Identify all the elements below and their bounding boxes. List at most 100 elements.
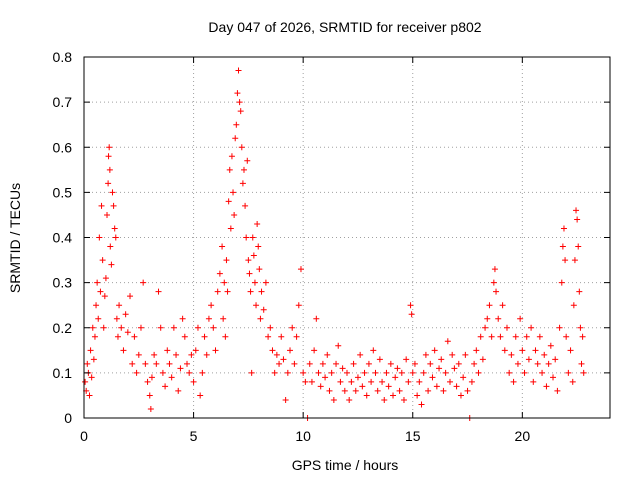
x-tick-label: 15 xyxy=(405,428,421,444)
data-point-marker xyxy=(471,360,478,367)
data-point-marker xyxy=(322,374,329,381)
data-point-marker xyxy=(222,333,229,340)
data-point-marker xyxy=(197,392,204,399)
data-point-marker xyxy=(278,333,285,340)
data-point-marker xyxy=(580,369,587,376)
data-point-marker xyxy=(326,387,333,394)
data-point-marker xyxy=(111,225,118,232)
data-point-marker xyxy=(455,360,462,367)
data-point-marker xyxy=(98,202,105,209)
data-point-marker xyxy=(212,347,219,354)
data-point-marker xyxy=(265,333,272,340)
data-point-marker xyxy=(124,329,131,336)
data-point-marker xyxy=(562,257,569,264)
data-point-marker xyxy=(192,347,199,354)
data-point-marker xyxy=(363,392,370,399)
data-point-marker xyxy=(578,360,585,367)
data-point-marker xyxy=(477,333,484,340)
data-point-marker xyxy=(203,351,210,358)
data-point-marker xyxy=(208,302,215,309)
data-point-marker xyxy=(431,347,438,354)
data-point-marker xyxy=(175,387,182,394)
data-point-marker xyxy=(190,378,197,385)
data-point-marker xyxy=(433,383,440,390)
data-point-marker xyxy=(438,356,445,363)
data-point-marker xyxy=(251,279,258,286)
data-point-marker xyxy=(122,311,129,318)
data-point-marker xyxy=(273,351,280,358)
data-point-marker xyxy=(390,392,397,399)
data-point-marker xyxy=(335,342,342,349)
data-point-marker xyxy=(237,108,244,115)
data-point-marker xyxy=(238,144,245,151)
data-point-marker xyxy=(86,392,93,399)
data-point-marker xyxy=(148,374,155,381)
data-point-marker xyxy=(224,288,231,295)
data-point-marker xyxy=(234,90,241,97)
data-point-marker xyxy=(444,338,451,345)
data-point-marker xyxy=(246,270,253,277)
data-point-marker xyxy=(449,351,456,358)
data-point-marker xyxy=(534,360,541,367)
data-point-marker xyxy=(155,288,162,295)
data-point-marker xyxy=(260,306,267,313)
data-point-marker xyxy=(569,378,576,385)
data-point-marker xyxy=(339,365,346,372)
data-point-marker xyxy=(337,378,344,385)
data-point-marker xyxy=(510,378,517,385)
data-point-marker xyxy=(267,324,274,331)
data-point-marker xyxy=(262,279,269,286)
data-point-marker xyxy=(201,333,208,340)
data-point-marker xyxy=(133,369,140,376)
data-point-marker xyxy=(168,374,175,381)
data-point-marker xyxy=(116,302,123,309)
data-point-marker xyxy=(468,378,475,385)
data-point-marker xyxy=(416,378,423,385)
data-point-marker xyxy=(495,315,502,322)
data-point-marker xyxy=(127,293,134,300)
data-point-marker xyxy=(560,225,567,232)
data-point-marker xyxy=(295,302,302,309)
data-point-marker xyxy=(184,360,191,367)
data-point-marker xyxy=(135,351,142,358)
data-point-marker xyxy=(258,288,265,295)
data-point-marker xyxy=(101,293,108,300)
data-point-marker xyxy=(94,279,101,286)
data-point-marker xyxy=(254,220,261,227)
data-point-marker xyxy=(563,333,570,340)
data-point-marker xyxy=(228,153,235,160)
data-point-marker xyxy=(297,266,304,273)
data-point-marker xyxy=(499,302,506,309)
data-point-marker xyxy=(579,333,586,340)
data-point-marker xyxy=(440,387,447,394)
grid-lines xyxy=(84,57,610,418)
data-point-marker xyxy=(409,369,416,376)
data-point-marker xyxy=(490,279,497,286)
data-point-marker xyxy=(153,360,160,367)
data-point-marker xyxy=(574,216,581,223)
data-point-marker xyxy=(576,288,583,295)
data-point-marker xyxy=(523,333,530,340)
y-tick-label: 0.4 xyxy=(53,230,73,246)
data-point-marker xyxy=(398,369,405,376)
data-point-marker xyxy=(146,392,153,399)
data-point-marker xyxy=(308,378,315,385)
data-point-marker xyxy=(414,392,421,399)
data-point-marker xyxy=(521,369,528,376)
data-point-marker xyxy=(219,243,226,250)
data-point-marker xyxy=(328,369,335,376)
data-point-marker xyxy=(436,365,443,372)
data-point-marker xyxy=(232,135,239,142)
data-point-marker xyxy=(488,333,495,340)
data-point-marker xyxy=(575,243,582,250)
plot-frame xyxy=(83,56,611,419)
data-point-marker xyxy=(508,351,515,358)
data-point-marker xyxy=(453,383,460,390)
data-point-marker xyxy=(556,324,563,331)
data-point-marker xyxy=(289,324,296,331)
data-point-marker xyxy=(365,360,372,367)
data-point-marker xyxy=(525,356,532,363)
data-point-marker xyxy=(407,302,414,309)
data-point-marker xyxy=(552,356,559,363)
data-point-marker xyxy=(233,121,240,128)
